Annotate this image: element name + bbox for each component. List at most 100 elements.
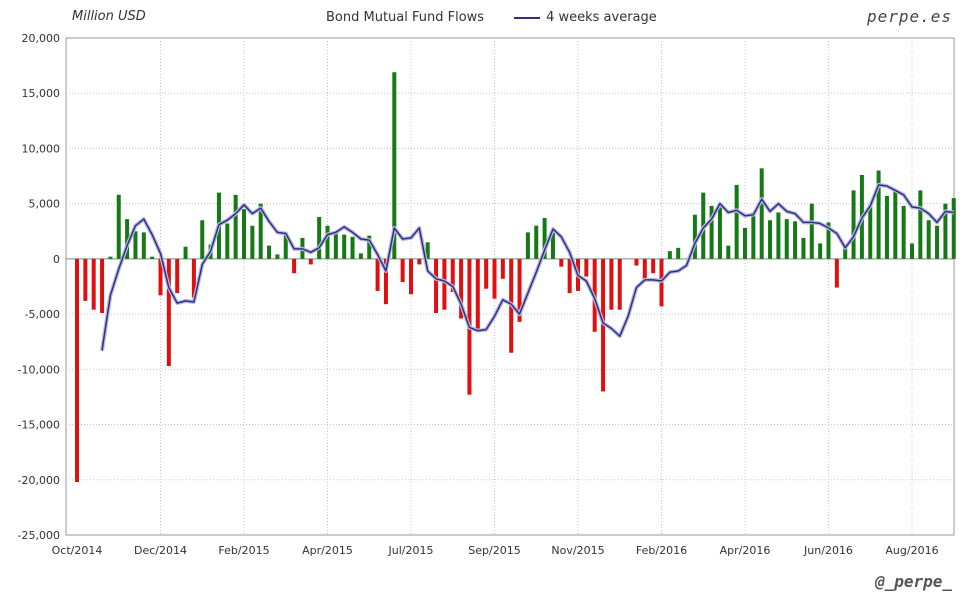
y-tick-label: -15,000 — [18, 419, 60, 432]
y-tick-label: 10,000 — [22, 142, 61, 155]
flow-bar — [809, 203, 814, 259]
flow-bar — [609, 258, 614, 310]
flow-bar — [901, 205, 906, 259]
y-tick-label: -10,000 — [18, 363, 60, 376]
y-tick-label: -20,000 — [18, 474, 60, 487]
flow-bar — [383, 258, 388, 305]
flow-bar — [676, 247, 681, 259]
x-tick-label: Jul/2015 — [388, 544, 434, 557]
flow-bar — [893, 189, 898, 259]
flow-bar — [550, 231, 555, 259]
flow-bar — [258, 203, 263, 259]
flow-bar — [108, 256, 113, 259]
flow-bar — [233, 194, 238, 259]
flow-bar — [584, 258, 589, 277]
flow-bar — [450, 258, 455, 293]
flow-bar — [567, 258, 572, 294]
flow-bar — [517, 258, 522, 322]
flow-bar — [125, 219, 130, 259]
flow-bar — [325, 225, 330, 259]
flow-bar — [434, 258, 439, 314]
flow-bar — [83, 258, 88, 301]
flow-bar — [417, 258, 422, 265]
flow-bar — [884, 195, 889, 259]
unit-label: Million USD — [72, 9, 146, 24]
flow-bar — [250, 225, 255, 259]
flow-bar — [484, 258, 489, 289]
flow-bar — [717, 205, 722, 259]
flow-bar — [868, 204, 873, 259]
flow-bar — [392, 72, 397, 259]
flow-bar — [308, 258, 313, 265]
x-tick-label: Jun/2016 — [803, 544, 853, 557]
x-tick-label: Oct/2014 — [52, 544, 103, 557]
y-tick-label: 20,000 — [22, 32, 61, 45]
flow-bar — [292, 258, 297, 274]
flow-bar — [175, 258, 180, 294]
flow-bar — [876, 170, 881, 259]
flow-bar — [183, 246, 188, 259]
y-tick-label: 5,000 — [29, 198, 61, 211]
average-line-path — [101, 184, 954, 351]
flow-bar — [776, 212, 781, 259]
flow-bar — [542, 218, 547, 259]
x-tick-label: Apr/2016 — [720, 544, 771, 557]
average-line-swatch — [514, 16, 541, 19]
flow-bar — [500, 258, 505, 279]
flow-bar — [333, 231, 338, 259]
flow-bar — [943, 203, 948, 259]
flow-bar — [91, 258, 96, 310]
flow-bar — [743, 227, 747, 259]
y-tick-label: 15,000 — [22, 87, 61, 100]
flow-bar — [425, 242, 430, 259]
flow-bar — [166, 258, 171, 367]
x-axis-ticks: Oct/2014 Dec/2014 Feb/2015 Apr/2015 Jul/2015… — [52, 544, 939, 557]
flow-bar — [158, 258, 163, 296]
flow-bar — [918, 190, 923, 259]
y-tick-label: -25,000 — [18, 529, 60, 542]
flow-bar — [350, 236, 355, 259]
flow-bar — [709, 205, 714, 259]
average-line — [100, 182, 955, 351]
flow-bar — [768, 220, 773, 259]
x-tick-label: Sep/2015 — [468, 544, 520, 557]
flow-bar — [283, 232, 288, 259]
legend-average-label: 4 weeks average — [546, 10, 657, 25]
flow-bar — [225, 223, 230, 259]
legend: Bond Mutual Fund Flows 4 weeks average — [326, 10, 657, 25]
flow-bar — [751, 212, 756, 259]
flow-bar — [910, 243, 914, 259]
flow-bar — [634, 258, 639, 266]
flow-bar — [951, 198, 956, 259]
flow-bar — [242, 209, 246, 259]
flow-bar — [342, 234, 347, 259]
flow-bar — [133, 231, 138, 259]
flow-bar — [475, 258, 480, 330]
x-tick-label: Nov/2015 — [551, 544, 604, 557]
flow-bar — [150, 256, 155, 259]
flow-bar — [534, 225, 539, 259]
flow-bar — [317, 216, 322, 259]
flow-bar — [200, 220, 205, 259]
y-axis-ticks: -25,000 -20,000 -15,000 -10,000 -5,000 0 5,000… — [18, 32, 60, 542]
flow-bar — [759, 168, 764, 259]
flow-bar — [358, 253, 363, 259]
flow-bar — [642, 258, 647, 280]
flow-bar — [525, 232, 530, 259]
x-tick-label: Feb/2015 — [218, 544, 269, 557]
flow-bar — [784, 219, 789, 259]
x-tick-label: Apr/2015 — [302, 544, 353, 557]
x-tick-label: Feb/2016 — [636, 544, 687, 557]
brand-watermark: perpe.es — [866, 7, 952, 26]
flow-bar — [793, 221, 798, 259]
chart-title: Bond Mutual Fund Flows — [326, 10, 485, 25]
flow-bar — [667, 251, 672, 259]
flow-bar — [141, 232, 146, 259]
flow-bar — [559, 258, 564, 267]
flow-bar — [367, 235, 372, 259]
flow-bar — [851, 190, 856, 259]
flow-bar — [834, 258, 839, 288]
flow-bar — [826, 222, 831, 259]
flow-bar — [75, 258, 79, 482]
